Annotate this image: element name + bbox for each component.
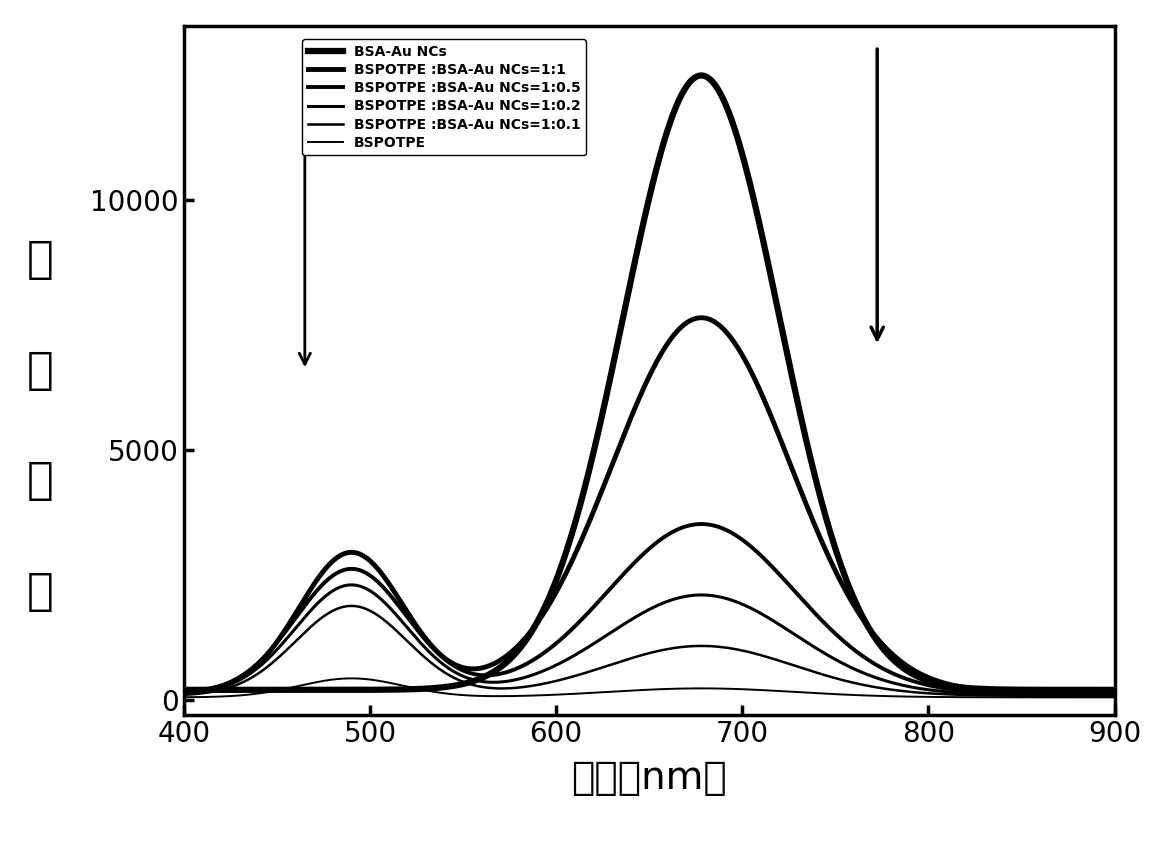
Text: 光: 光 xyxy=(26,349,54,391)
Legend: BSA-Au NCs, BSPOTPE :BSA-Au NCs=1:1, BSPOTPE :BSA-Au NCs=1:0.5, BSPOTPE :BSA-Au : BSA-Au NCs, BSPOTPE :BSA-Au NCs=1:1, BSP… xyxy=(302,39,586,156)
Text: 度: 度 xyxy=(26,570,54,613)
Text: 强: 强 xyxy=(26,460,54,502)
Text: 荺: 荺 xyxy=(26,238,54,281)
X-axis label: 波长（nm）: 波长（nm） xyxy=(571,759,727,797)
